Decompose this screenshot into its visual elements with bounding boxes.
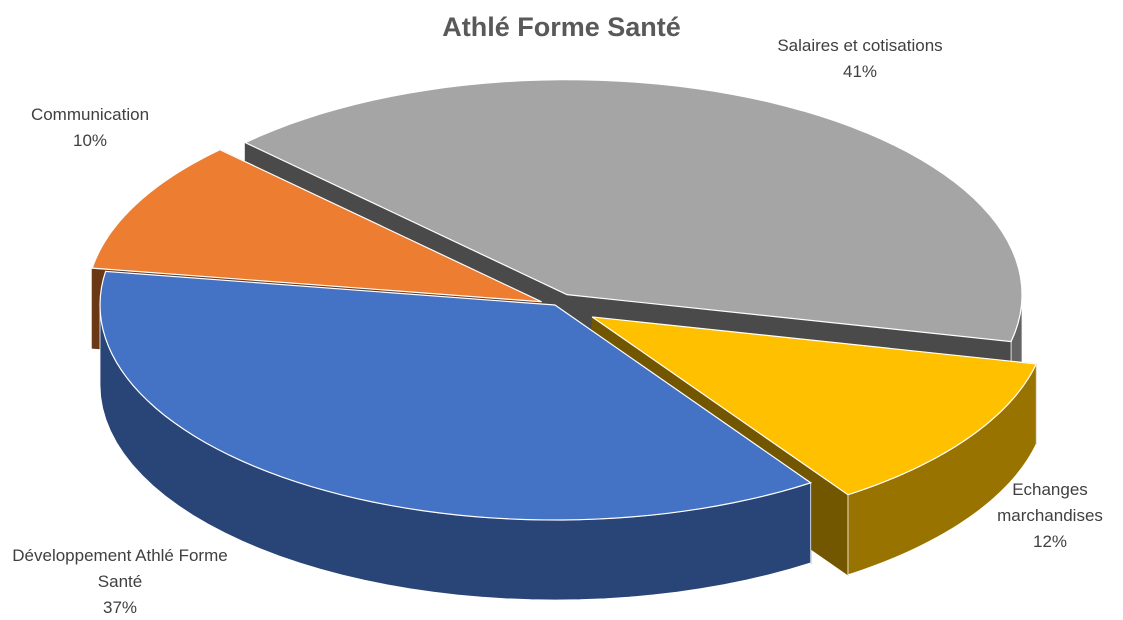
category-label: Développement Athlé Forme Santé — [12, 546, 228, 591]
category-label: Salaires et cotisations — [777, 36, 943, 55]
data-label: Echanges marchandises 12% — [975, 477, 1123, 555]
value-label: 37% — [102, 598, 138, 617]
data-label: Salaires et cotisations 41% — [760, 33, 960, 85]
slice — [99, 270, 813, 601]
data-label: Communication 10% — [0, 102, 180, 154]
slice-top — [99, 270, 813, 521]
value-label: 10% — [72, 131, 108, 150]
slice-top — [243, 79, 1023, 343]
data-label: Développement Athlé Forme Santé 37% — [5, 543, 235, 620]
category-label: Communication — [30, 105, 150, 124]
slice-top — [91, 149, 542, 303]
chart-title: Athlé Forme Santé — [442, 12, 681, 42]
slice-top — [591, 316, 1038, 496]
value-label: 41% — [842, 62, 878, 81]
value-label: 12% — [1032, 532, 1068, 551]
category-label: Echanges marchandises — [997, 480, 1103, 525]
